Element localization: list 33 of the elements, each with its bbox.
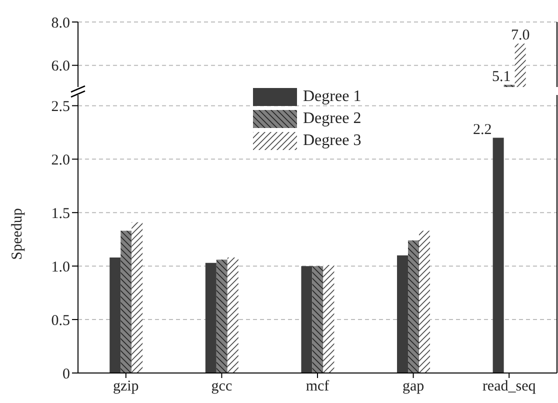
bar (205, 262, 216, 373)
bar (408, 240, 420, 373)
y-tick-label: 2.5 (51, 99, 70, 116)
legend-label: Degree 3 (303, 132, 362, 150)
y-tick-label: 8.0 (51, 15, 70, 32)
bar (132, 222, 143, 373)
data-label: 7.0 (510, 28, 530, 44)
x-tick-label: mcf (306, 378, 330, 395)
x-tick-label: gcc (211, 378, 232, 395)
data-label: 2.2 (472, 122, 492, 138)
bar (323, 265, 334, 373)
y-tick-label: 0.5 (51, 312, 70, 329)
bar (216, 260, 228, 373)
x-tick-label: gzip (112, 378, 139, 395)
legend-label: Degree 1 (303, 88, 362, 106)
data-label: 5.1 (492, 68, 511, 85)
bar (301, 266, 312, 373)
y-tick-label: 2.0 (51, 152, 70, 168)
x-tick-label: gap (402, 378, 424, 395)
bar (312, 266, 324, 373)
y-tick-label: 0 (62, 366, 70, 382)
y-tick-label: 6.0 (51, 58, 70, 75)
legend-label: Degree 2 (303, 110, 362, 128)
bar (110, 258, 121, 373)
bar (227, 258, 238, 373)
y-tick-label: 1.0 (51, 259, 70, 276)
bar (419, 230, 430, 373)
y-tick-label: 1.5 (51, 206, 70, 222)
x-tick-label: read_seq (482, 378, 536, 395)
y-axis-title: Speedup (9, 208, 26, 260)
bar (397, 255, 408, 373)
bar (120, 230, 132, 373)
bar (492, 138, 504, 373)
